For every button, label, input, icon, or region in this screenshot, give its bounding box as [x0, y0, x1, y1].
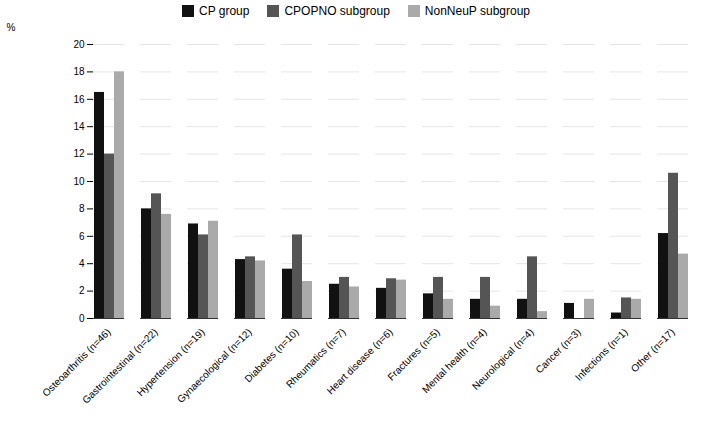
svg-text:Heart disease (n=6): Heart disease (n=6)	[325, 326, 395, 396]
svg-text:18: 18	[73, 66, 85, 77]
svg-text:6: 6	[79, 231, 85, 242]
svg-text:Gynaecological (n=12): Gynaecological (n=12)	[175, 326, 254, 405]
svg-text:10: 10	[73, 176, 85, 187]
svg-text:Rheumatics (n=7): Rheumatics (n=7)	[283, 326, 348, 390]
svg-text:12: 12	[73, 148, 85, 159]
svg-text:4: 4	[79, 258, 85, 269]
svg-text:Gastrointestinal (n=22): Gastrointestinal (n=22)	[80, 326, 160, 406]
svg-text:Other (n=17): Other (n=17)	[629, 326, 677, 374]
svg-text:%: %	[7, 22, 16, 33]
svg-text:Mental health (n=4): Mental health (n=4)	[419, 326, 489, 396]
svg-text:Neurological (n=4): Neurological (n=4)	[470, 326, 536, 392]
svg-text:Cancer (n=3): Cancer (n=3)	[533, 326, 582, 375]
svg-text:0: 0	[79, 313, 85, 324]
svg-text:Hypertension (n=19): Hypertension (n=19)	[134, 326, 207, 399]
svg-text:Osteoarthritis (n=46): Osteoarthritis (n=46)	[40, 326, 113, 399]
svg-text:14: 14	[73, 121, 85, 132]
svg-text:Fractures (n=5): Fractures (n=5)	[385, 326, 442, 383]
svg-text:Diabetes (n=10): Diabetes (n=10)	[242, 326, 301, 385]
svg-text:20: 20	[73, 39, 85, 50]
svg-text:Infections (n=1): Infections (n=1)	[573, 326, 630, 383]
html-text:CP group: CP group	[199, 4, 250, 18]
html-text:NonNeuP subgroup: NonNeuP subgroup	[424, 4, 530, 18]
html-text:CPOPNO subgroup: CPOPNO subgroup	[284, 4, 390, 18]
svg-text:8: 8	[79, 203, 85, 214]
svg-text:16: 16	[73, 94, 85, 105]
svg-text:2: 2	[79, 285, 85, 296]
